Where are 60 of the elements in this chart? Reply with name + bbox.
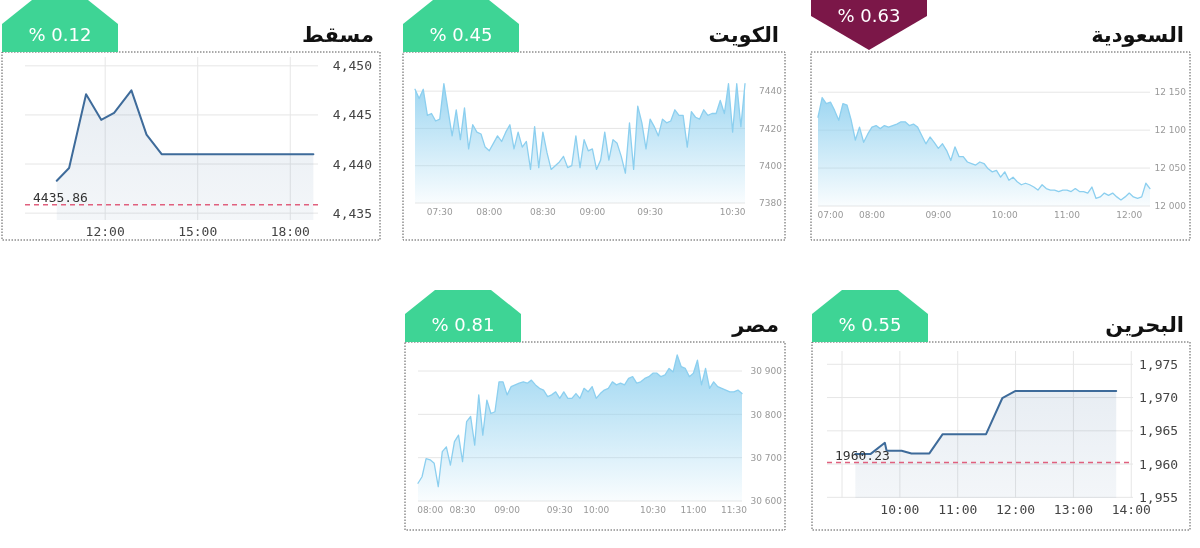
x-tick-label: 10:00 bbox=[880, 502, 920, 517]
chart-title: البحرين bbox=[1105, 313, 1184, 337]
chart-subtitle: % 0.55 bbox=[838, 314, 902, 335]
x-tick-label: 10:30 bbox=[719, 207, 746, 217]
x-tick-label: 10:00 bbox=[583, 505, 610, 515]
x-tick-label: 09:30 bbox=[637, 207, 664, 217]
y-tick-label: 7400 bbox=[759, 160, 783, 171]
chart-subtitle: % 0.63 bbox=[837, 5, 901, 26]
chart-subtitle: % 0.81 bbox=[431, 314, 495, 335]
x-tick-label: 18:00 bbox=[270, 224, 310, 239]
ref-line-label: 4435.86 bbox=[33, 189, 88, 205]
y-tick-label: 1,960 bbox=[1139, 456, 1179, 472]
y-tick-label: 12 050 bbox=[1154, 163, 1187, 174]
x-tick-label: 12:00 bbox=[996, 502, 1036, 517]
x-tick-label: 08:00 bbox=[858, 210, 886, 220]
chart-title: مسقط bbox=[302, 23, 374, 47]
y-tick-label: 4,440 bbox=[332, 156, 372, 172]
x-tick-label: 13:00 bbox=[1053, 502, 1093, 517]
y-tick-label: 12 000 bbox=[1154, 201, 1187, 212]
x-tick-label: 15:00 bbox=[178, 224, 218, 239]
chart-title: السعودية bbox=[1091, 23, 1184, 47]
y-tick-label: 30 900 bbox=[750, 366, 783, 377]
y-tick-label: 1,975 bbox=[1139, 356, 1179, 372]
y-tick-label: 1,970 bbox=[1139, 390, 1179, 406]
y-tick-label: 4,450 bbox=[332, 58, 372, 74]
x-tick-label: 07:00 bbox=[817, 210, 844, 220]
x-tick-label: 11:30 bbox=[720, 505, 748, 515]
x-tick-label: 09:30 bbox=[546, 505, 573, 515]
x-tick-label: 09:00 bbox=[925, 210, 952, 220]
x-tick-label: 12:00 bbox=[1116, 210, 1143, 220]
y-tick-label: 7420 bbox=[759, 123, 783, 134]
y-tick-label: 12 100 bbox=[1154, 125, 1187, 136]
y-tick-label: 4,445 bbox=[332, 107, 372, 123]
chart-title: مصر bbox=[731, 313, 779, 337]
x-tick-label: 07:30 bbox=[426, 207, 453, 217]
y-tick-label: 30 700 bbox=[750, 452, 783, 463]
x-tick-label: 10:30 bbox=[639, 505, 667, 515]
x-tick-label: 09:00 bbox=[494, 505, 521, 515]
x-tick-label: 09:00 bbox=[579, 207, 606, 217]
y-tick-label: 1,955 bbox=[1139, 489, 1179, 505]
chart-title: الكويت bbox=[708, 23, 779, 47]
x-tick-label: 08:30 bbox=[529, 207, 557, 217]
chart-subtitle: % 0.12 bbox=[28, 24, 92, 45]
y-tick-label: 30 600 bbox=[750, 496, 783, 507]
x-tick-label: 12:00 bbox=[85, 224, 125, 239]
x-tick-label: 11:00 bbox=[938, 502, 978, 517]
ref-line-label: 1960.23 bbox=[835, 447, 890, 463]
x-tick-label: 11:00 bbox=[680, 505, 707, 515]
x-tick-label: 08:00 bbox=[476, 207, 503, 217]
chart-subtitle: % 0.45 bbox=[429, 24, 493, 45]
y-tick-label: 7380 bbox=[759, 198, 783, 209]
y-tick-label: 1,965 bbox=[1139, 423, 1179, 439]
y-tick-label: 7440 bbox=[759, 86, 783, 97]
y-tick-label: 12 150 bbox=[1154, 87, 1187, 98]
y-tick-label: 4,435 bbox=[332, 205, 372, 221]
x-tick-label: 11:00 bbox=[1054, 210, 1081, 220]
x-tick-label: 10:00 bbox=[991, 210, 1018, 220]
x-tick-label: 08:30 bbox=[449, 505, 476, 515]
x-tick-label: 08:00 bbox=[417, 505, 444, 515]
y-tick-label: 30 800 bbox=[750, 409, 783, 420]
